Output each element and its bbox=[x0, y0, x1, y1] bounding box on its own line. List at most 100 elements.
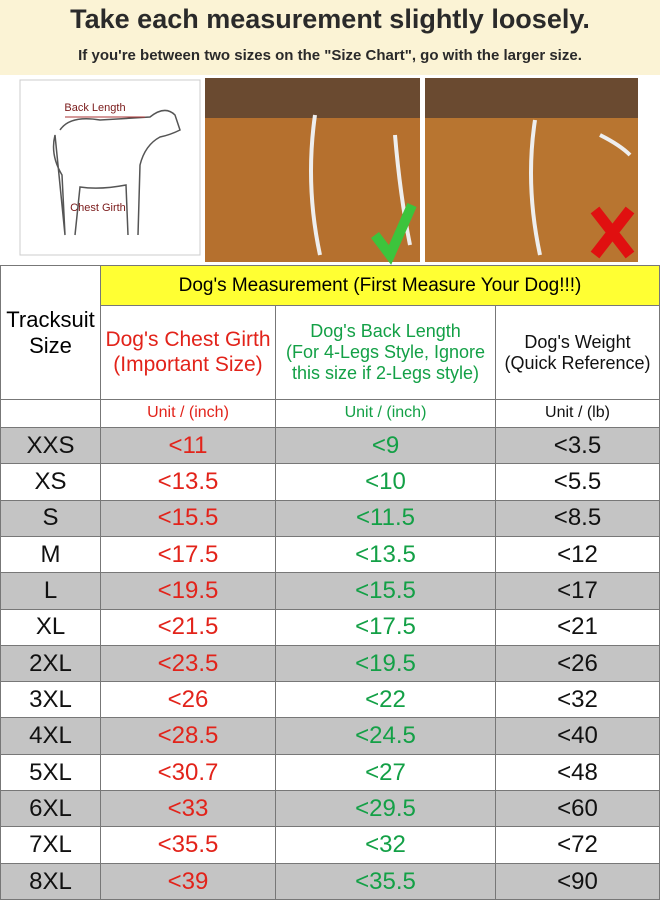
value: <32 bbox=[276, 827, 496, 864]
value: <26 bbox=[496, 645, 660, 683]
text: Dog's Measurement (First Measure Your Do… bbox=[178, 274, 582, 296]
size: 5XL bbox=[1, 754, 101, 792]
unit: Unit / (lb) bbox=[496, 400, 660, 428]
size: L bbox=[1, 573, 101, 610]
title: Take each measurement slightly loosely. bbox=[70, 4, 590, 34]
text: <30.7 bbox=[157, 758, 219, 786]
text: <24.5 bbox=[355, 722, 416, 750]
value: <13.5 bbox=[101, 464, 276, 501]
value: <11 bbox=[101, 428, 276, 465]
value: <35.5 bbox=[101, 827, 276, 864]
band: Dog's Measurement (First Measure Your Do… bbox=[101, 266, 660, 306]
text: <10 bbox=[365, 468, 406, 496]
text: S bbox=[42, 504, 59, 532]
text: <90 bbox=[557, 867, 598, 895]
text: <11.5 bbox=[356, 504, 415, 532]
tape bbox=[529, 119, 632, 256]
text: <9 bbox=[371, 431, 400, 459]
value: <90 bbox=[496, 863, 660, 900]
text: <39 bbox=[167, 867, 209, 895]
text: 7XL bbox=[29, 831, 72, 859]
text: XS bbox=[34, 468, 67, 496]
size: 2XL bbox=[1, 645, 101, 683]
value: <19.5 bbox=[101, 573, 276, 610]
text: Tracksuit bbox=[6, 307, 95, 333]
value: <72 bbox=[496, 827, 660, 864]
text: XXS bbox=[26, 431, 75, 459]
size: 8XL bbox=[1, 863, 101, 900]
value: <15.5 bbox=[101, 500, 276, 537]
value: <3.5 bbox=[496, 428, 660, 465]
text: <21 bbox=[557, 613, 598, 641]
value: <12 bbox=[496, 536, 660, 574]
text: <19.5 bbox=[355, 649, 416, 677]
text: Size bbox=[29, 332, 72, 358]
text: <23.5 bbox=[157, 649, 219, 677]
text: <21.5 bbox=[157, 613, 219, 641]
diagram-label: Chest Girth bbox=[70, 202, 126, 214]
column-header: Dog's Back Length (For 4-Legs Style, Igno… bbox=[276, 306, 496, 400]
images: Back Length Chest Girth bbox=[19, 78, 638, 265]
size: 6XL bbox=[1, 791, 101, 828]
size: XXS bbox=[1, 428, 101, 465]
text: <29.5 bbox=[355, 794, 416, 822]
text: <48 bbox=[557, 758, 598, 786]
unit-blank bbox=[1, 400, 101, 428]
photo-bg bbox=[425, 78, 638, 118]
size: XL bbox=[1, 609, 101, 646]
value: <9 bbox=[276, 428, 496, 465]
text: <33 bbox=[167, 794, 209, 822]
text: (Quick Reference) bbox=[504, 352, 651, 373]
text: L bbox=[43, 577, 58, 605]
value: <33 bbox=[101, 791, 276, 828]
value: <10 bbox=[276, 464, 496, 501]
text: <5.5 bbox=[553, 468, 602, 496]
text: 2XL bbox=[29, 649, 72, 677]
size: M bbox=[1, 536, 101, 574]
text: 4XL bbox=[29, 722, 72, 750]
diagram-label: Back Length bbox=[64, 102, 125, 114]
text: <3.5 bbox=[553, 431, 602, 459]
text: Dog's Back Length bbox=[310, 321, 461, 342]
value: <35.5 bbox=[276, 863, 496, 900]
value: <29.5 bbox=[276, 791, 496, 828]
value: <23.5 bbox=[101, 645, 276, 683]
text: <17.5 bbox=[157, 540, 219, 568]
unit: Unit / (inch) bbox=[276, 400, 496, 428]
column-header: Dog's Chest Girth (Important Size) bbox=[101, 306, 276, 400]
value: <8.5 bbox=[496, 500, 660, 537]
text: <13.5 bbox=[157, 468, 219, 496]
text: Dog's Chest Girth bbox=[105, 328, 271, 352]
text: <27 bbox=[365, 758, 406, 786]
text: <22 bbox=[365, 685, 406, 713]
photo-bg bbox=[205, 78, 420, 118]
text: (For 4-Legs Style, Ignore bbox=[285, 342, 486, 363]
unit: Unit / (inch) bbox=[101, 400, 276, 428]
value: <17.5 bbox=[101, 536, 276, 574]
text: <15.5 bbox=[355, 577, 416, 605]
value: <48 bbox=[496, 754, 660, 792]
text: <72 bbox=[557, 831, 598, 859]
value: <15.5 bbox=[276, 573, 496, 610]
value: <17 bbox=[496, 573, 660, 610]
text: <60 bbox=[557, 794, 598, 822]
dog-outline bbox=[52, 109, 181, 236]
column-header: Dog's Weight (Quick Reference) bbox=[496, 306, 660, 400]
size-header: Tracksuit Size bbox=[1, 266, 101, 400]
text: 3XL bbox=[29, 685, 72, 713]
text: (Important Size) bbox=[113, 352, 263, 376]
text: 8XL bbox=[29, 867, 72, 895]
text: <32 bbox=[557, 685, 598, 713]
size: S bbox=[1, 500, 101, 537]
text: Unit / (lb) bbox=[545, 404, 610, 422]
text: 6XL bbox=[29, 794, 72, 822]
value: <21.5 bbox=[101, 609, 276, 646]
text: Dog's Weight bbox=[524, 331, 631, 352]
text: <17 bbox=[557, 577, 598, 605]
size: 7XL bbox=[1, 827, 101, 864]
size-table: Tracksuit Size Dog's Measurement (First Me… bbox=[0, 265, 660, 900]
text: <35.5 bbox=[157, 831, 219, 859]
value: <26 bbox=[101, 682, 276, 719]
diagram-frame bbox=[19, 79, 201, 256]
